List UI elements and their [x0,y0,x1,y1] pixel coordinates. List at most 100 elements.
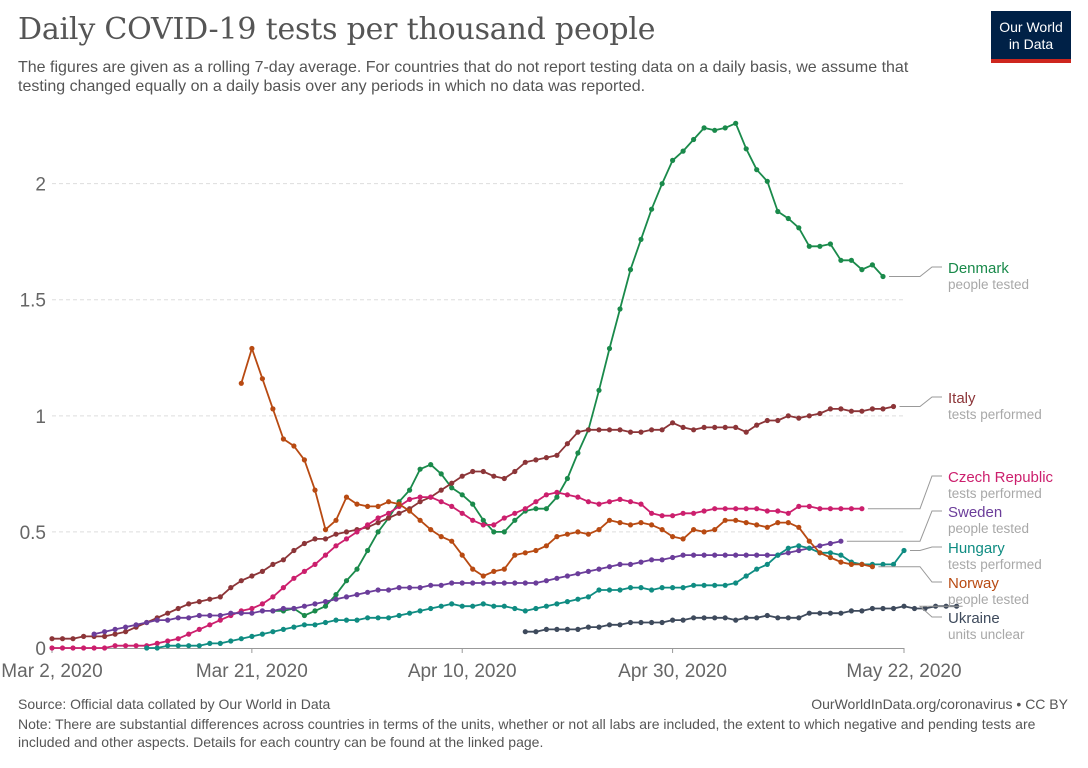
data-point-czech-republic [480,522,486,528]
data-point-norway [617,520,623,526]
data-point-sweden [764,552,770,558]
data-point-hungary [659,585,665,591]
data-point-norway [491,568,497,575]
data-point-czech-republic [291,575,297,581]
data-point-italy [291,547,297,554]
data-point-italy [375,520,381,526]
data-point-norway [396,501,402,507]
data-point-czech-republic [207,622,213,628]
data-point-denmark [649,206,655,212]
data-point-sweden [396,585,402,591]
data-point-ukraine [848,608,855,614]
data-point-ukraine [890,605,897,612]
data-point-italy [554,452,560,458]
data-point-italy [333,531,339,537]
data-point-denmark [680,148,686,154]
data-point-sweden [133,622,139,628]
data-point-sweden [249,610,255,616]
data-point-italy [859,408,865,414]
data-point-sweden [575,571,581,577]
data-point-norway [817,550,823,556]
data-point-czech-republic [617,496,623,502]
data-point-italy [827,406,834,412]
data-point-italy [207,596,213,602]
data-point-norway [501,566,507,572]
data-point-sweden [459,580,465,586]
data-point-czech-republic [596,501,602,507]
data-point-denmark [459,492,465,498]
data-point-hungary [701,582,707,588]
data-point-czech-republic [165,638,171,644]
data-point-hungary [396,612,402,619]
data-point-hungary [459,603,465,609]
data-point-czech-republic [270,594,276,600]
data-point-hungary [343,617,350,623]
data-point-norway [606,517,613,523]
data-point-czech-republic [701,508,707,514]
label-connector-norway [878,566,942,583]
label-connector-italy [899,396,942,407]
data-point-czech-republic [564,492,571,498]
data-point-hungary [280,626,286,633]
data-point-denmark [501,529,507,535]
x-tick-label: Apr 10, 2020 [408,661,517,682]
data-point-hungary [670,585,676,591]
data-point-italy [764,417,770,424]
data-point-denmark [817,243,823,249]
data-point-italy [438,487,444,493]
data-point-czech-republic [123,643,129,649]
data-point-italy [670,420,676,426]
data-point-hungary [144,645,150,651]
data-point-sweden [680,552,686,558]
data-point-denmark [670,157,676,163]
data-point-denmark [691,136,697,143]
data-point-czech-republic [112,643,118,649]
data-point-sweden [407,585,413,591]
data-point-norway [733,517,739,523]
data-point-sweden [207,612,213,619]
data-point-czech-republic [638,501,644,507]
data-point-ukraine [722,615,728,621]
data-point-sweden [817,543,823,549]
data-point-norway [238,380,244,386]
data-point-czech-republic [249,605,255,612]
y-tick-label: 1.5 [20,291,46,312]
data-point-italy [627,429,634,435]
data-point-italy [123,629,129,635]
owid-logo[interactable]: Our World in Data [991,11,1071,63]
data-point-norway [249,345,255,352]
data-point-italy [249,573,255,579]
data-point-hungary [238,636,244,642]
data-point-czech-republic [428,494,434,500]
data-point-italy [259,568,265,575]
source-url-link[interactable]: OurWorldInData.org/coronavirus • CC BY [811,696,1068,712]
data-point-denmark [722,125,728,131]
data-point-italy [890,403,897,410]
data-point-czech-republic [649,510,655,516]
data-point-italy [238,578,244,584]
data-point-czech-republic [533,499,539,505]
data-point-italy [491,473,497,479]
data-point-italy [386,515,392,521]
data-point-hungary [890,561,897,568]
data-point-czech-republic [859,506,865,512]
data-point-czech-republic [154,640,160,647]
data-point-hungary [491,603,497,609]
data-point-czech-republic [827,506,834,512]
data-point-hungary [365,615,371,621]
data-point-denmark [480,517,486,523]
data-point-hungary [512,605,518,612]
data-point-sweden [691,552,697,558]
data-point-sweden [564,573,571,579]
data-point-sweden [670,554,676,561]
data-point-italy [480,468,486,475]
data-point-sweden [291,605,297,612]
data-point-hungary [901,547,907,554]
data-point-hungary [312,622,318,628]
data-point-sweden [238,610,244,616]
data-point-norway [280,436,286,442]
data-point-czech-republic [606,499,613,505]
data-point-sweden [417,585,423,591]
data-point-ukraine [838,610,844,616]
data-point-hungary [754,566,760,572]
